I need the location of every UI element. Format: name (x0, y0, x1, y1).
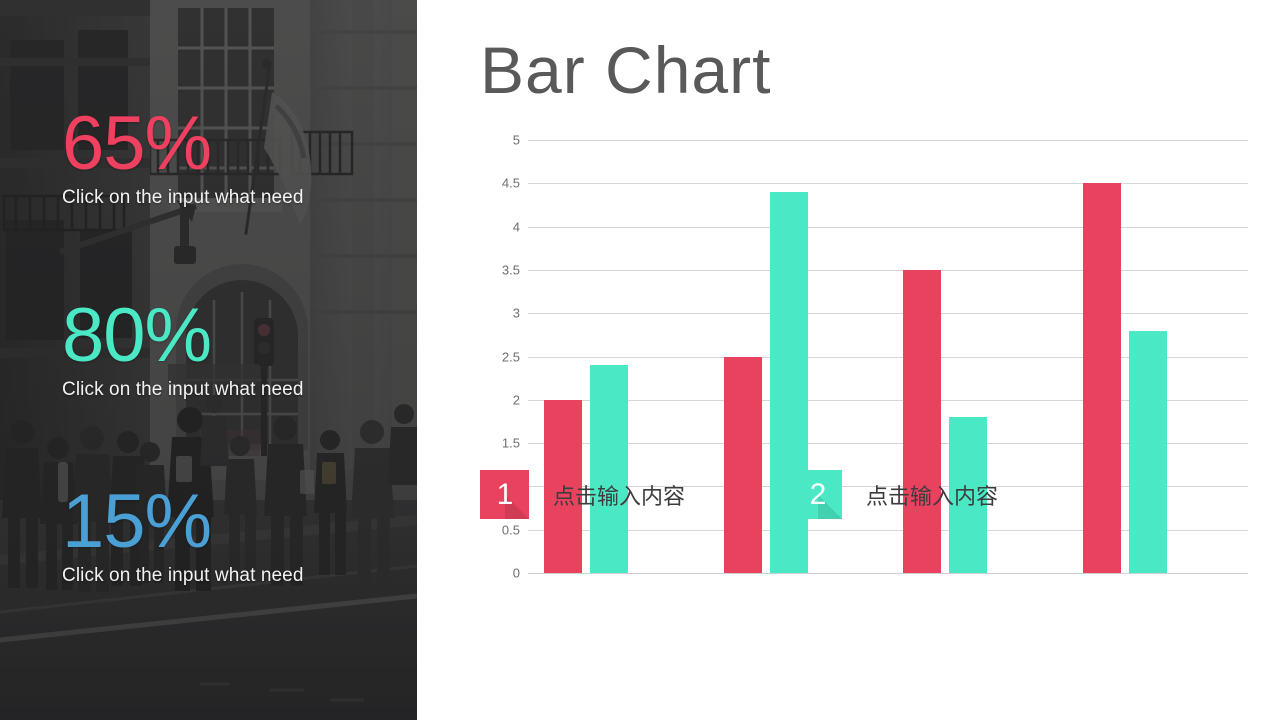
legend-badge-number-1: 1 (496, 477, 514, 511)
stat-caption-1: Click on the input what need (62, 187, 304, 208)
stat-item-2: 80% Click on the input what need (62, 296, 402, 402)
photo-dark-overlay (0, 0, 417, 720)
y-tick-label: 0.5 (501, 522, 520, 538)
plot-area (528, 140, 1248, 574)
gridline (528, 269, 1248, 271)
legend-badge-number-2: 2 (809, 477, 827, 511)
bar-series1-group2 (723, 356, 762, 573)
gridline (528, 313, 1248, 315)
stat-value-3: 15% (62, 479, 212, 564)
gridline (528, 529, 1248, 531)
y-tick-label: 3 (512, 305, 520, 321)
gridline (528, 140, 1248, 141)
bar-series1-group1 (544, 399, 582, 573)
stat-item-3: 15% Click on the input what need (62, 482, 402, 588)
y-tick-label: 3.5 (501, 262, 520, 278)
y-tick-label: 1.5 (501, 435, 520, 451)
legend-label-1: 点击输入内容 (553, 484, 686, 510)
left-photo-panel: 65% Click on the input what need 80% Cli… (0, 0, 417, 720)
y-tick-label: 2.5 (501, 349, 520, 364)
chart-legend: 1 点击输入内容 2 点击输入内容 (480, 470, 1270, 530)
bar-series2-group3 (949, 417, 987, 573)
bar-series2-group1 (590, 365, 628, 573)
chart-panel: Bar Chart 0 0.5 1 1.5 2 2.5 3 3.5 4 4.5 5 1 点击输入内容… (417, 0, 1280, 720)
stat-value-1: 65% (62, 101, 212, 186)
bars-group (528, 140, 1248, 573)
bar-series2-group4 (1128, 330, 1167, 573)
legend-item-1[interactable]: 1 点击输入内容 (480, 470, 685, 519)
y-tick-label: 4.5 (501, 175, 520, 191)
legend-item-2[interactable]: 2 点击输入内容 (793, 470, 998, 519)
gridline (528, 183, 1248, 185)
bar-series1-group3 (903, 269, 941, 573)
stat-caption-2: Click on the input what need (62, 379, 304, 400)
legend-badge-2: 2 (793, 470, 842, 519)
gridline (528, 443, 1248, 445)
y-tick-label: 2 (512, 392, 520, 408)
stats-list: 65% Click on the input what need 80% Cli… (0, 0, 417, 720)
legend-label-2: 点击输入内容 (866, 484, 999, 510)
y-tick-label: 5 (512, 132, 520, 148)
legend-badge-1: 1 (480, 470, 529, 519)
y-tick-label: 4 (512, 219, 520, 235)
stat-item-1: 65% Click on the input what need (62, 104, 402, 210)
stat-value-2: 80% (62, 293, 212, 378)
stat-caption-3: Click on the input what need (62, 565, 304, 586)
gridline (528, 226, 1248, 228)
bar-series1-group4 (1082, 183, 1121, 573)
gridline (528, 399, 1248, 401)
page-title: Bar Chart (480, 33, 772, 107)
y-tick-label: 0 (512, 565, 520, 581)
gridline (528, 486, 1248, 488)
gridline (528, 356, 1248, 358)
gridline (528, 573, 1248, 574)
